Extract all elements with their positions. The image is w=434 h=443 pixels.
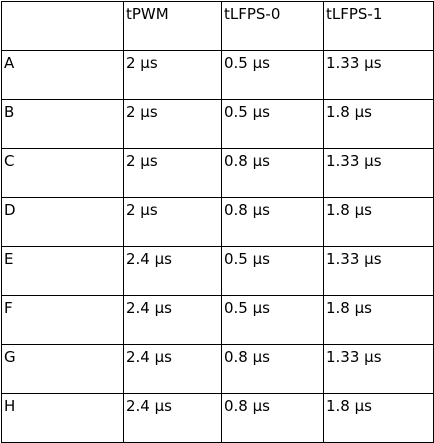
- table-cell: 1.8 µs: [323, 99, 434, 149]
- table-cell: 1.33 µs: [323, 344, 434, 394]
- table-cell: E: [1, 246, 124, 296]
- table-cell: 2 µs: [123, 50, 222, 100]
- table-cell: 0.8 µs: [221, 393, 324, 443]
- table-cell: 0.5 µs: [221, 295, 324, 345]
- table-row: G 2.4 µs 0.8 µs 1.33 µs: [1, 344, 434, 394]
- table-cell: G: [1, 344, 124, 394]
- table-cell: 2.4 µs: [123, 393, 222, 443]
- table-cell: 0.5 µs: [221, 99, 324, 149]
- table-row: H 2.4 µs 0.8 µs 1.8 µs: [1, 393, 434, 443]
- header-row: tPWM tLFPS-0 tLFPS-1: [1, 1, 434, 51]
- table-cell: 0.8 µs: [221, 148, 324, 198]
- table-cell: 2 µs: [123, 99, 222, 149]
- table-cell: C: [1, 148, 124, 198]
- header-cell: [1, 1, 124, 51]
- table-cell: A: [1, 50, 124, 100]
- table-cell: 0.8 µs: [221, 197, 324, 247]
- table-cell: B: [1, 99, 124, 149]
- table-cell: 1.33 µs: [323, 246, 434, 296]
- table-cell: 2.4 µs: [123, 344, 222, 394]
- table-cell: 1.33 µs: [323, 148, 434, 198]
- table-cell: 0.8 µs: [221, 344, 324, 394]
- table-cell: 2 µs: [123, 197, 222, 247]
- table-row: F 2.4 µs 0.5 µs 1.8 µs: [1, 295, 434, 345]
- header-cell: tLFPS-0: [221, 1, 324, 51]
- table-cell: 1.33 µs: [323, 50, 434, 100]
- header-cell: tPWM: [123, 1, 222, 51]
- table-cell: 2 µs: [123, 148, 222, 198]
- table-row: E 2.4 µs 0.5 µs 1.33 µs: [1, 246, 434, 296]
- table-cell: 0.5 µs: [221, 50, 324, 100]
- table-cell: 1.8 µs: [323, 197, 434, 247]
- table-cell: 2.4 µs: [123, 246, 222, 296]
- header-cell: tLFPS-1: [323, 1, 434, 51]
- table-cell: 1.8 µs: [323, 295, 434, 345]
- table-cell: F: [1, 295, 124, 345]
- table-cell: 1.8 µs: [323, 393, 434, 443]
- table-cell: D: [1, 197, 124, 247]
- table-cell: H: [1, 393, 124, 443]
- table-cell: 2.4 µs: [123, 295, 222, 345]
- table-cell: 0.5 µs: [221, 246, 324, 296]
